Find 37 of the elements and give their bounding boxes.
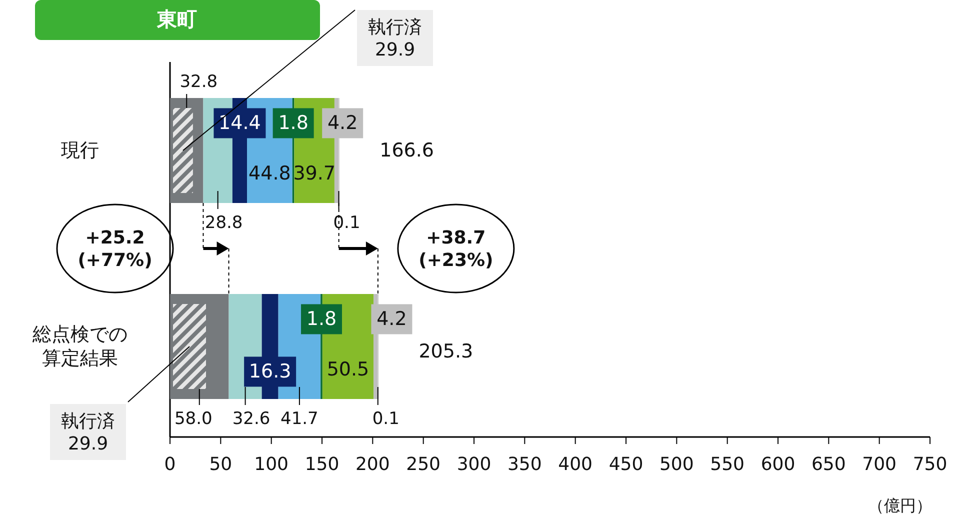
x-tick-label: 550 xyxy=(710,454,745,474)
y-tick-label: 現行 xyxy=(61,140,99,162)
total-label: 166.6 xyxy=(380,140,434,162)
y-tick-label: 総点検での算定結果 xyxy=(32,324,128,370)
data-label: 32.6 xyxy=(232,409,270,429)
data-label: 1.8 xyxy=(306,308,337,330)
x-tick-label: 100 xyxy=(254,454,289,474)
x-tick-label: 250 xyxy=(406,454,441,474)
data-label: 41.7 xyxy=(280,409,318,429)
x-tick-label: 400 xyxy=(558,454,593,474)
title: 東町 xyxy=(35,0,320,40)
data-label: 4.2 xyxy=(376,308,407,330)
x-tick-label: 350 xyxy=(507,454,542,474)
data-label: 32.8 xyxy=(180,72,218,92)
total-label: 205.3 xyxy=(418,340,474,362)
x-tick-label: 750 xyxy=(912,454,948,474)
x-tick-label: 600 xyxy=(760,454,796,474)
data-label: 28.8 xyxy=(204,213,243,233)
data-label: 14.4 xyxy=(218,112,261,134)
data-label: 16.3 xyxy=(248,360,292,383)
data-label: 1.8 xyxy=(278,112,308,134)
x-tick-label: 200 xyxy=(355,454,390,474)
chart-title: 東町 xyxy=(156,7,197,31)
x-tick-label: 650 xyxy=(811,454,846,474)
x-tick-label: 300 xyxy=(456,454,492,474)
x-tick-label: 0 xyxy=(164,454,176,474)
x-tick-label: 700 xyxy=(862,454,897,474)
x-tick-label: 50 xyxy=(209,454,232,474)
data-label: 0.1 xyxy=(333,213,360,233)
data-label: 4.2 xyxy=(327,112,358,134)
annotation: +38.7 (+23%) xyxy=(418,226,494,270)
x-tick-label: 450 xyxy=(608,454,644,474)
x-tick-label: 150 xyxy=(304,454,340,474)
data-label: 0.1 xyxy=(372,409,400,429)
x-tick-label: 500 xyxy=(659,454,694,474)
x-axis-title: （億円） xyxy=(868,496,932,514)
data-label: 58.0 xyxy=(174,409,212,429)
